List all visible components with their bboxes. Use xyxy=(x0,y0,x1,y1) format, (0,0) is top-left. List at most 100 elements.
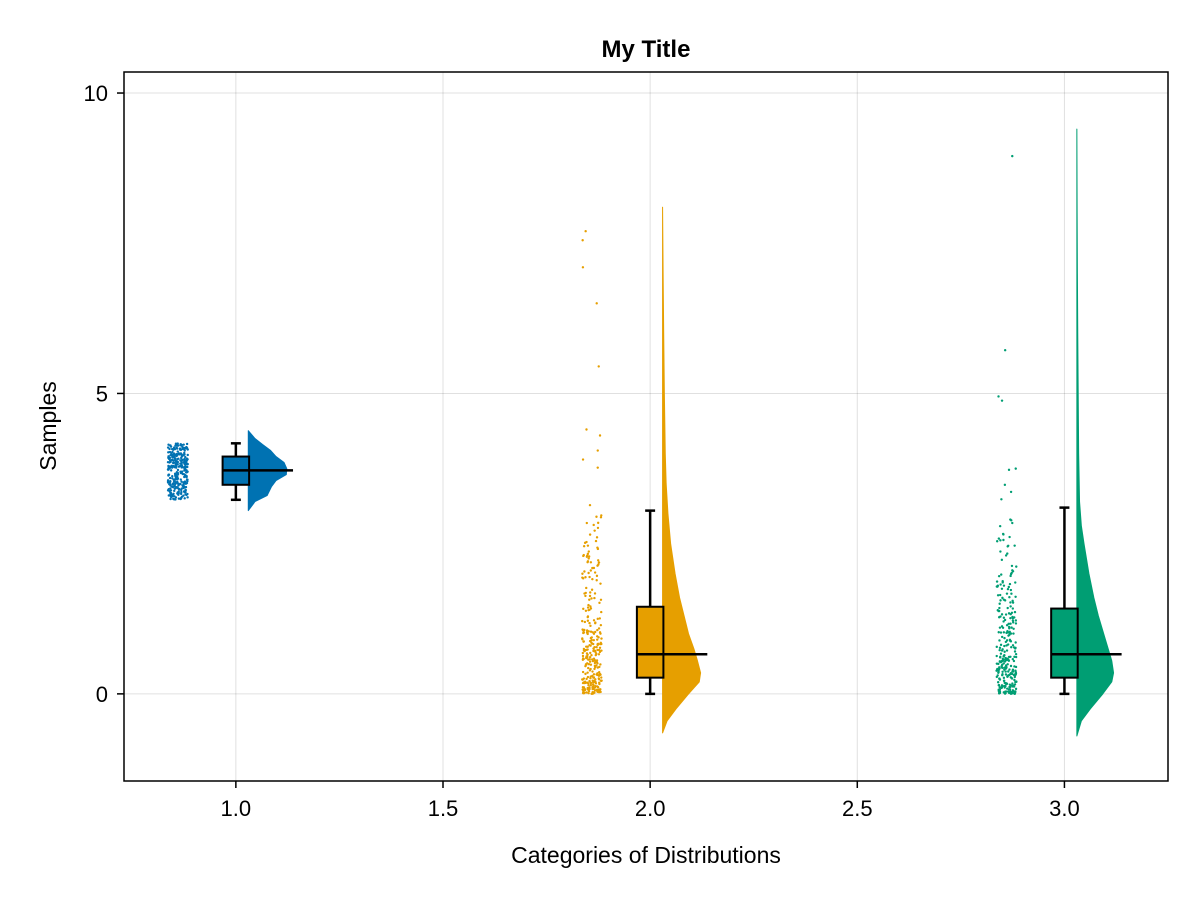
rain-point xyxy=(1004,684,1007,688)
rain-point xyxy=(1011,668,1015,671)
rain-point xyxy=(181,445,184,449)
rain-point xyxy=(597,561,601,564)
rain-point xyxy=(589,675,592,678)
rain-point xyxy=(1009,655,1012,659)
rain-point xyxy=(581,670,585,674)
rain-point xyxy=(1009,684,1013,687)
rain-point xyxy=(1000,558,1004,562)
rain-point-outlier xyxy=(597,365,600,368)
rain-point-outlier xyxy=(1011,154,1014,158)
rain-point xyxy=(177,488,181,491)
rain-point xyxy=(1000,498,1003,501)
rain-point xyxy=(585,645,588,648)
rain-point xyxy=(599,679,603,682)
rain-point xyxy=(592,638,596,642)
rain-point xyxy=(585,630,589,634)
plot-series xyxy=(166,128,1122,737)
rain-point xyxy=(186,463,189,466)
rain-point xyxy=(1007,585,1011,589)
rain-point xyxy=(599,663,602,666)
rain-point xyxy=(588,660,592,663)
rain-point xyxy=(587,691,590,695)
rain-point xyxy=(1002,631,1006,634)
rain-point xyxy=(999,643,1003,647)
rain-point xyxy=(176,458,179,461)
rain-point xyxy=(592,642,595,646)
rain-point xyxy=(592,619,596,622)
rain-point xyxy=(598,646,602,649)
rain-point xyxy=(1002,662,1005,665)
rain-point xyxy=(166,446,170,449)
rain-point xyxy=(181,447,184,451)
rain-point xyxy=(584,591,587,595)
rain-point xyxy=(169,489,173,492)
rain-point xyxy=(590,588,594,591)
rain-point xyxy=(1014,622,1018,625)
rain-point xyxy=(586,686,589,690)
rain-point xyxy=(179,452,183,455)
rain-point xyxy=(1008,631,1011,635)
rain-point xyxy=(179,456,183,460)
rain-point xyxy=(1003,483,1007,487)
rain-point xyxy=(1003,650,1006,653)
rain-point xyxy=(998,639,1001,642)
rain-point xyxy=(594,630,597,634)
rain-point xyxy=(999,539,1002,542)
rain-point xyxy=(581,576,584,579)
rain-point xyxy=(583,687,586,691)
rain-point xyxy=(595,574,599,578)
rain-point xyxy=(167,456,171,459)
rain-point xyxy=(596,526,600,530)
rain-point xyxy=(168,461,171,464)
rain-point xyxy=(169,494,172,498)
rain-point xyxy=(594,678,597,681)
rain-point xyxy=(592,676,595,679)
rain-point xyxy=(581,658,585,661)
rain-point xyxy=(1010,626,1013,629)
rain-point xyxy=(186,492,189,496)
rain-point xyxy=(169,469,173,472)
rain-point xyxy=(1012,646,1016,649)
rain-point xyxy=(167,473,170,476)
rain-point xyxy=(169,444,172,447)
rain-point xyxy=(178,465,181,468)
rain-point xyxy=(1008,668,1011,671)
rain-point xyxy=(594,622,597,625)
rain-point xyxy=(595,579,598,582)
rain-point xyxy=(999,652,1003,655)
rain-point xyxy=(584,594,587,598)
rain-point xyxy=(1009,588,1013,592)
rain-point xyxy=(1002,676,1006,680)
rain-points xyxy=(995,154,1018,695)
rain-point xyxy=(596,564,599,567)
rain-point xyxy=(176,444,180,447)
rain-point xyxy=(600,610,603,614)
rain-point xyxy=(179,492,183,496)
rain-point xyxy=(1011,607,1015,610)
rain-point xyxy=(1009,640,1013,643)
rain-point xyxy=(1005,682,1008,686)
rain-point xyxy=(589,569,593,572)
rain-point xyxy=(581,572,584,575)
rain-point xyxy=(1013,692,1016,695)
rain-point xyxy=(182,466,185,469)
rain-point xyxy=(596,672,599,675)
rain-point xyxy=(589,651,592,655)
rain-point xyxy=(1013,678,1016,682)
rain-point xyxy=(177,490,180,493)
x-tick-label: 2.0 xyxy=(635,796,666,821)
rain-point xyxy=(1006,606,1009,610)
rain-point xyxy=(586,544,590,547)
rain-point xyxy=(1009,616,1012,620)
rain-point xyxy=(169,497,172,501)
rain-point xyxy=(176,477,179,481)
rain-point xyxy=(1000,635,1004,639)
rain-point xyxy=(599,582,602,585)
rain-point xyxy=(175,464,178,467)
rain-point xyxy=(170,447,174,451)
rain-point xyxy=(1000,573,1003,576)
rain-point xyxy=(596,690,599,693)
rain-point xyxy=(581,651,585,655)
rain-point xyxy=(176,442,179,445)
rain-point xyxy=(593,691,596,694)
